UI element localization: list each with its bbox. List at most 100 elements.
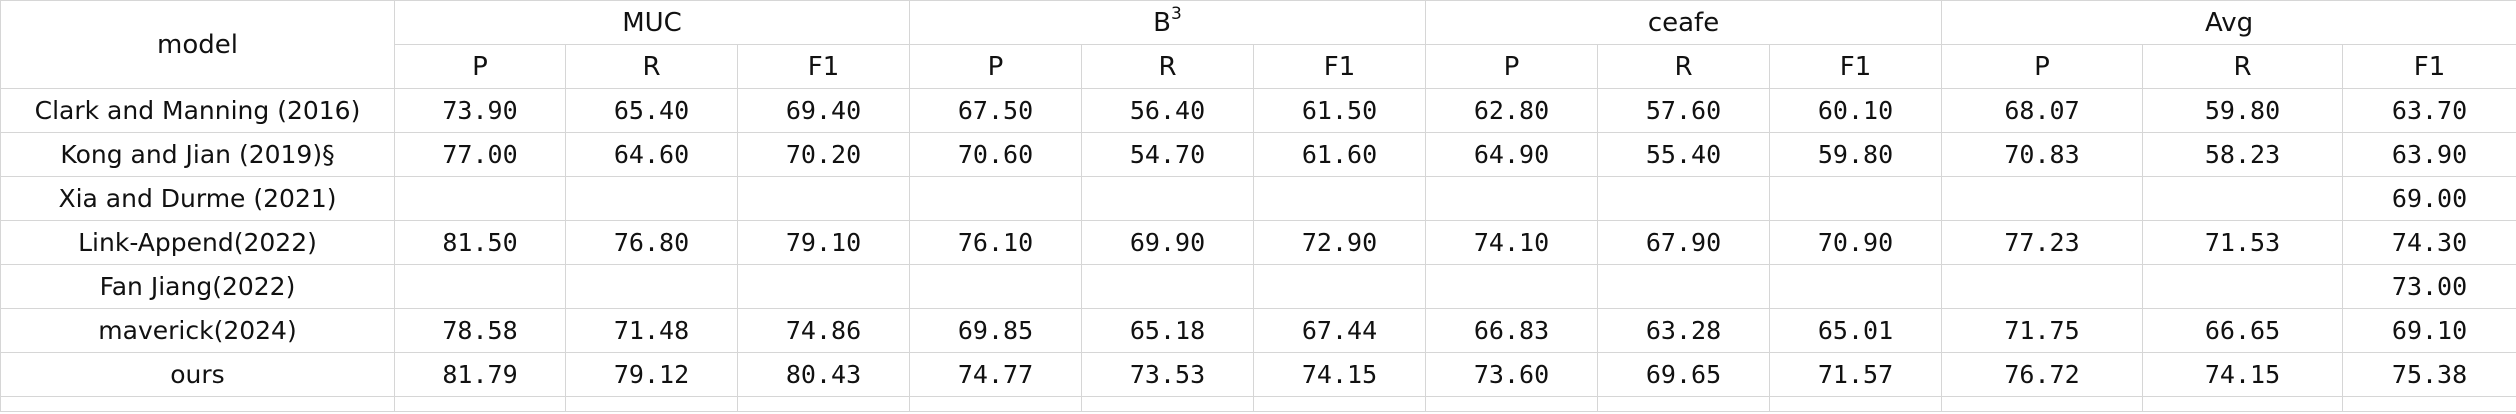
empty-cell (1425, 396, 1599, 412)
metric-cell: 55.40 (1597, 132, 1771, 177)
model-name-cell: ours (0, 352, 395, 397)
metric-cell: 62.80 (1425, 88, 1599, 133)
subheader-cell: P (1425, 44, 1599, 89)
subheader-cell: R (1597, 44, 1771, 89)
metric-cell (736, 264, 911, 309)
group-header-row: model MUC B3 ceafe Avg (0, 0, 2516, 89)
empty-cell (565, 396, 738, 412)
subheader-cell: R (565, 44, 738, 89)
metric-cell: 57.60 (1597, 88, 1771, 133)
metric-cell: 58.23 (2142, 132, 2344, 177)
table-row: Link-Append(2022) 81.50 76.80 79.10 76.10 69.… (0, 220, 2516, 265)
metric-cell (2142, 176, 2344, 221)
group-header-ceafe: ceafe (1425, 0, 1943, 45)
metric-cell: 76.10 (909, 220, 1083, 265)
metric-cell: 68.07 (1941, 88, 2144, 133)
metric-cell: 56.40 (1081, 88, 1255, 133)
metric-cell: 66.65 (2142, 308, 2344, 353)
metric-cell: 73.00 (2342, 264, 2516, 309)
model-name-cell: Xia and Durme (2021) (0, 176, 395, 221)
metric-cell: 74.77 (909, 352, 1083, 397)
metric-cell: 75.38 (2342, 352, 2516, 397)
model-column-header: model (0, 0, 395, 89)
metric-cell: 69.85 (909, 308, 1083, 353)
table-row: Kong and Jian (2019)§ 77.00 64.60 70.20 70.6… (0, 132, 2516, 177)
empty-cell (1253, 396, 1427, 412)
metric-cell (1597, 264, 1771, 309)
metric-cell: 77.23 (1941, 220, 2144, 265)
empty-cell (1597, 396, 1771, 412)
table-body: Clark and Manning (2016) 73.90 65.40 69.40 6… (0, 88, 2516, 412)
metric-cell: 76.80 (565, 220, 738, 265)
empty-cell (0, 396, 395, 412)
metric-cell: 70.90 (1769, 220, 1943, 265)
empty-cell (1081, 396, 1255, 412)
metric-cell: 71.48 (565, 308, 738, 353)
metric-cell: 77.00 (394, 132, 566, 177)
empty-cell (2142, 396, 2344, 412)
metric-cell (394, 176, 566, 221)
metric-cell (1941, 176, 2144, 221)
metric-cell: 69.65 (1597, 352, 1771, 397)
metric-cell: 71.57 (1769, 352, 1943, 397)
metric-cell (1941, 264, 2144, 309)
metric-cell (1081, 176, 1255, 221)
metric-cell (1597, 176, 1771, 221)
subheader-cell: F1 (1769, 44, 1943, 89)
group-label-superscript: 3 (1171, 3, 1182, 24)
metric-cell (394, 264, 566, 309)
group-label: Avg (2204, 7, 2254, 38)
subheader-cell: P (1941, 44, 2144, 89)
metric-cell: 54.70 (1081, 132, 1255, 177)
metric-cell: 70.83 (1941, 132, 2144, 177)
metric-cell: 64.60 (565, 132, 738, 177)
metric-cell: 71.75 (1941, 308, 2144, 353)
empty-cell (1941, 396, 2144, 412)
subheader-row: P R F1 P R F1 P R F1 P R F1 (1, 44, 2516, 89)
metric-cell (1253, 176, 1427, 221)
metric-cell: 63.90 (2342, 132, 2516, 177)
table-row: Xia and Durme (2021) 69.00 (0, 176, 2516, 221)
metric-cell (736, 176, 911, 221)
model-name-cell: Clark and Manning (2016) (0, 88, 395, 133)
metric-cell: 67.90 (1597, 220, 1771, 265)
metric-cell: 74.30 (2342, 220, 2516, 265)
metric-cell: 59.80 (2142, 88, 2344, 133)
group-label: B (1153, 7, 1172, 38)
table-row: Clark and Manning (2016) 73.90 65.40 69.40 6… (0, 88, 2516, 133)
metric-cell (565, 264, 738, 309)
group-header-avg: Avg (1941, 0, 2516, 45)
metric-cell: 73.60 (1425, 352, 1599, 397)
subheader-cell: F1 (1253, 44, 1427, 89)
model-name-cell: Link-Append(2022) (0, 220, 395, 265)
model-name-cell: Fan Jiang(2022) (0, 264, 395, 309)
metric-cell: 80.43 (736, 352, 911, 397)
subheader-cell: F1 (736, 44, 911, 89)
group-header-muc: MUC (393, 0, 911, 45)
table-row: Fan Jiang(2022) 73.00 (0, 264, 2516, 309)
metric-cell: 69.10 (2342, 308, 2516, 353)
metric-cell (2142, 264, 2344, 309)
metric-cell: 69.90 (1081, 220, 1255, 265)
metric-cell (1769, 264, 1943, 309)
empty-cell (394, 396, 566, 412)
metric-cell: 74.86 (736, 308, 911, 353)
metric-cell: 66.83 (1425, 308, 1599, 353)
empty-cell (909, 396, 1083, 412)
metric-cell (1769, 176, 1943, 221)
metric-cell: 70.20 (736, 132, 911, 177)
metric-cell (1081, 264, 1255, 309)
metric-cell: 65.40 (565, 88, 738, 133)
metric-cell: 67.50 (909, 88, 1083, 133)
subheader-cell: P (909, 44, 1083, 89)
metric-cell: 78.58 (394, 308, 566, 353)
metric-cell (909, 176, 1083, 221)
model-name-cell: Kong and Jian (2019)§ (0, 132, 395, 177)
metric-cell (565, 176, 738, 221)
metric-cell: 72.90 (1253, 220, 1427, 265)
empty-cell (736, 396, 911, 412)
metric-cell: 79.12 (565, 352, 738, 397)
metric-cell (1253, 264, 1427, 309)
metric-cell: 67.44 (1253, 308, 1427, 353)
metric-cell: 59.80 (1769, 132, 1943, 177)
